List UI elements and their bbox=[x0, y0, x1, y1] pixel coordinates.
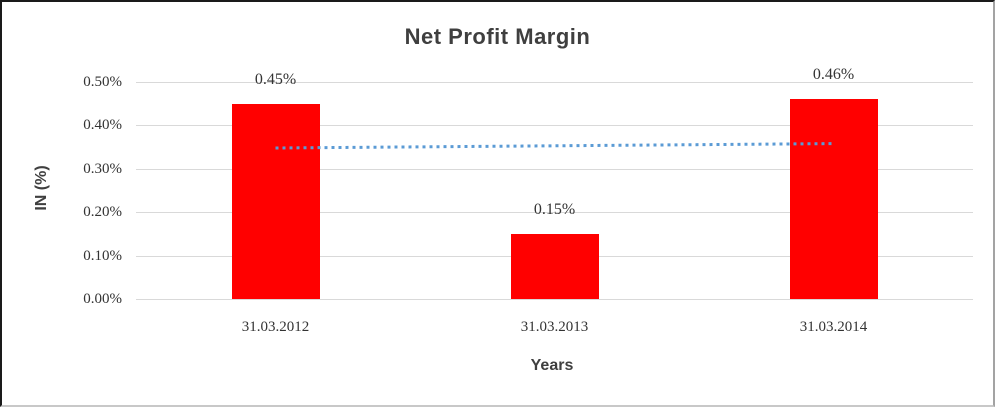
y-tick-label: 0.00% bbox=[83, 291, 122, 307]
gridline bbox=[136, 82, 973, 83]
y-tick-label: 0.50% bbox=[83, 74, 122, 90]
gridline bbox=[136, 299, 973, 300]
data-label: 0.46% bbox=[812, 66, 855, 84]
x-axis-title: Years bbox=[530, 357, 574, 374]
chart-title: Net Profit Margin bbox=[404, 24, 591, 49]
data-label: 0.45% bbox=[254, 70, 297, 88]
bar-31.03.2013 bbox=[510, 233, 599, 299]
bar-31.03.2012 bbox=[231, 103, 320, 299]
gridline bbox=[136, 169, 973, 170]
x-tick-label: 31.03.2013 bbox=[520, 319, 589, 335]
trendline-dotted-line bbox=[275, 142, 834, 150]
y-tick-label: 0.10% bbox=[83, 248, 122, 264]
y-tick-label: 0.20% bbox=[83, 204, 122, 220]
gridline bbox=[136, 125, 973, 126]
bar-31.03.2014 bbox=[789, 99, 878, 299]
y-tick-label: 0.30% bbox=[83, 161, 122, 177]
y-tick-label: 0.40% bbox=[83, 117, 122, 133]
gridline bbox=[136, 212, 973, 213]
x-tick-label: 31.03.2014 bbox=[799, 319, 868, 335]
data-label: 0.15% bbox=[533, 200, 576, 218]
x-tick-label: 31.03.2012 bbox=[241, 319, 310, 335]
